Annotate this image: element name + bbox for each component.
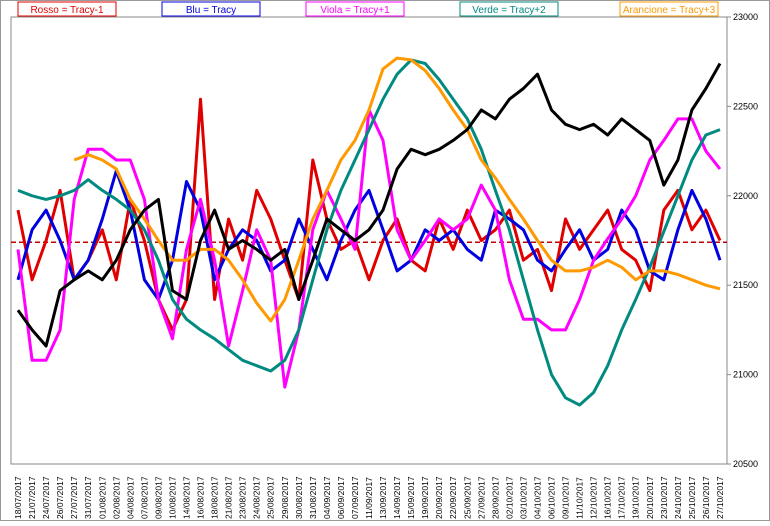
x-tick-label: 24/10/2017	[673, 476, 683, 519]
x-tick-label: 30/08/2017	[294, 476, 304, 519]
x-tick-label: 23/08/2017	[238, 476, 248, 519]
x-tick-label: 15/09/2017	[406, 476, 416, 519]
x-tick-label: 25/09/2017	[462, 476, 472, 519]
legend-label: Verde = Tracy+2	[472, 5, 546, 16]
x-tick-label: 21/07/2017	[27, 476, 37, 519]
x-tick-label: 14/08/2017	[181, 476, 191, 519]
x-tick-label: 13/09/2017	[378, 476, 388, 519]
legend-box	[305, 1, 405, 17]
x-tick-label: 31/08/2017	[308, 476, 318, 519]
x-tick-label: 11/10/2017	[575, 477, 585, 519]
x-tick-label: 03/10/2017	[518, 476, 528, 519]
x-tick-label: 25/10/2017	[687, 476, 697, 519]
x-tick-label: 16/08/2017	[196, 476, 206, 519]
x-tick-label: 26/10/2017	[701, 476, 711, 519]
x-tick-label: 27/09/2017	[476, 476, 486, 519]
x-tick-label: 19/09/2017	[420, 476, 430, 519]
x-tick-label: 04/10/2017	[532, 476, 542, 519]
x-tick-label: 26/07/2017	[55, 476, 65, 519]
series-line	[16, 62, 722, 348]
x-tick-label: 19/10/2017	[631, 476, 641, 519]
legend-box	[459, 1, 559, 17]
y-tick-label: 22500	[733, 101, 758, 111]
series-line	[73, 56, 721, 323]
series-line	[17, 58, 721, 407]
x-tick-label: 24/08/2017	[252, 476, 262, 519]
x-tick-label: 22/09/2017	[448, 476, 458, 519]
x-tick-label: 14/09/2017	[392, 476, 402, 519]
x-tick-label: 02/10/2017	[504, 476, 514, 519]
x-tick-label: 28/09/2017	[490, 476, 500, 519]
legend-box	[161, 1, 261, 17]
y-tick-label: 21000	[733, 370, 758, 380]
y-tick-label: 21500	[733, 280, 758, 290]
x-tick-label: 06/10/2017	[547, 476, 557, 519]
legend-label: Rosso = Tracy-1	[30, 5, 104, 16]
x-tick-label: 06/09/2017	[336, 476, 346, 519]
x-tick-label: 27/10/2017	[715, 476, 725, 519]
x-tick-label: 12/10/2017	[589, 476, 599, 519]
x-tick-label: 27/07/2017	[69, 476, 79, 519]
x-tick-label: 17/10/2017	[617, 476, 627, 519]
x-tick-label: 31/07/2017	[83, 476, 93, 519]
plot-frame	[10, 16, 728, 465]
x-tick-label: 18/07/2017	[13, 476, 23, 519]
series-line	[16, 97, 722, 332]
x-tick-label: 11/09/2017	[364, 477, 374, 519]
x-tick-label: 09/08/2017	[153, 476, 163, 519]
legend-box	[619, 1, 719, 17]
x-tick-label: 04/09/2017	[322, 476, 332, 519]
legend-label: Blu = Tracy	[186, 5, 236, 16]
x-tick-label: 09/10/2017	[561, 476, 571, 519]
x-tick-label: 04/08/2017	[125, 476, 135, 519]
y-tick-label: 20500	[733, 459, 758, 469]
legend-label: Arancione = Tracy+3	[623, 5, 716, 16]
x-tick-label: 20/10/2017	[645, 476, 655, 519]
series-line	[16, 169, 722, 301]
x-tick-label: 24/07/2017	[41, 476, 51, 519]
x-tick-label: 23/10/2017	[659, 476, 669, 519]
x-tick-label: 16/10/2017	[603, 476, 613, 519]
x-tick-label: 07/08/2017	[139, 476, 149, 519]
x-tick-label: 21/08/2017	[224, 476, 234, 519]
x-tick-label: 29/08/2017	[280, 476, 290, 519]
x-tick-label: 10/08/2017	[167, 476, 177, 519]
legend-label: Viola = Tracy+1	[320, 5, 390, 16]
y-tick-label: 23000	[733, 12, 758, 22]
x-tick-label: 02/08/2017	[111, 476, 121, 519]
x-tick-label: 07/09/2017	[350, 476, 360, 519]
x-tick-label: 20/09/2017	[434, 476, 444, 519]
x-tick-label: 18/08/2017	[210, 476, 220, 519]
x-tick-label: 01/08/2017	[97, 476, 107, 519]
x-tick-label: 25/08/2017	[266, 476, 276, 519]
legend-box	[17, 1, 117, 17]
y-tick-label: 22000	[733, 191, 758, 201]
